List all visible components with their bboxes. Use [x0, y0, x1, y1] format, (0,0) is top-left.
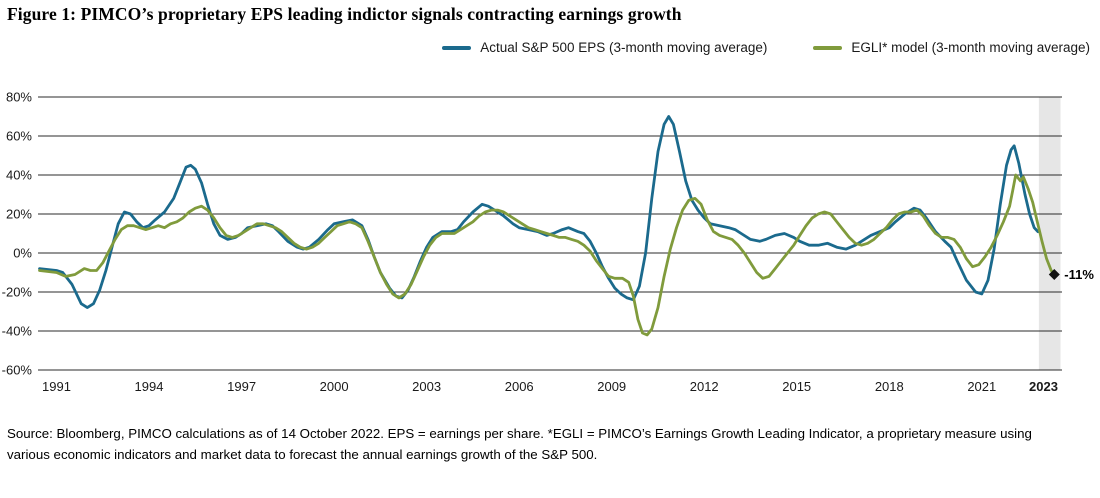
- legend-item-egli-model: EGLI* model (3-month moving average): [813, 40, 1090, 55]
- page-title: Figure 1: PIMCO’s proprietary EPS leadin…: [7, 4, 682, 24]
- y-tick-label: -20%: [2, 285, 33, 300]
- forecast-band: [1038, 97, 1061, 370]
- end-marker-diamond-icon: [1048, 268, 1060, 280]
- legend-item-actual-sp500-eps: Actual S&P 500 EPS (3-month moving avera…: [442, 40, 767, 55]
- x-tick-label: 1997: [227, 379, 256, 394]
- x-tick-label: 1994: [135, 379, 164, 394]
- legend-swatch-actual-sp500-eps: [442, 45, 472, 50]
- x-tick-label: 2018: [875, 379, 904, 394]
- y-tick-label: -60%: [2, 363, 33, 378]
- end-value-label: -11%: [1064, 267, 1094, 282]
- x-tick-label: 1991: [42, 379, 71, 394]
- legend: Actual S&P 500 EPS (3-month moving avera…: [442, 40, 1090, 55]
- y-tick-label: 60%: [6, 129, 32, 144]
- y-tick-label: 80%: [6, 90, 32, 105]
- chart-plot: 80% 60% 40% 20% 0% -20% -40% -60% 1991 1994 1997 20…: [2, 90, 1095, 395]
- x-tick-label: 2000: [320, 379, 349, 394]
- x-tick-label: 2023: [1029, 379, 1058, 394]
- x-tick-label: 2003: [412, 379, 441, 394]
- legend-label-actual-sp500-eps: Actual S&P 500 EPS (3-month moving avera…: [480, 40, 768, 55]
- y-tick-label: 40%: [6, 168, 32, 183]
- y-tick-label: 20%: [6, 207, 32, 222]
- x-tick-label: 2012: [690, 379, 719, 394]
- legend-label-egli-model: EGLI* model (3-month moving average): [851, 40, 1090, 55]
- y-tick-label: 0%: [13, 246, 32, 261]
- series-line-egli-model: [38, 173, 1056, 337]
- x-tick-label: 2009: [597, 379, 626, 394]
- x-tick-label: 2015: [782, 379, 811, 394]
- legend-swatch-egli-model: [813, 45, 843, 50]
- y-tick-label: -40%: [2, 324, 33, 339]
- x-tick-label: 2006: [505, 379, 534, 394]
- x-tick-label: 2021: [967, 379, 996, 394]
- source-note: Source: Bloomberg, PIMCO calculations as…: [7, 426, 1032, 462]
